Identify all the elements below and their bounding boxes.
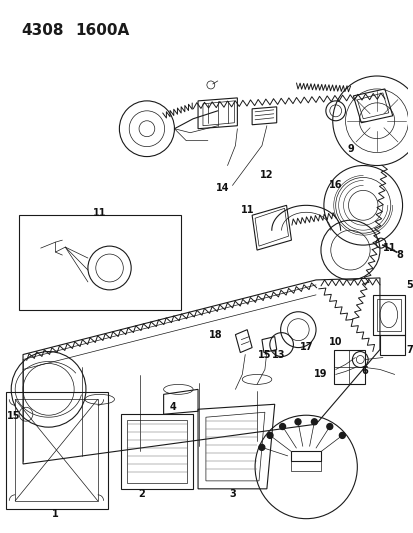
Text: 18: 18 xyxy=(209,329,222,340)
Circle shape xyxy=(339,432,344,438)
Text: 17: 17 xyxy=(299,342,312,352)
Circle shape xyxy=(294,419,300,425)
Circle shape xyxy=(266,432,272,438)
Text: 4308: 4308 xyxy=(21,23,64,38)
Text: 3: 3 xyxy=(228,489,235,499)
Text: 16: 16 xyxy=(328,181,342,190)
Text: 2: 2 xyxy=(138,489,145,499)
Text: 13: 13 xyxy=(271,350,285,360)
Text: 12: 12 xyxy=(259,171,273,181)
Text: 9: 9 xyxy=(346,143,353,154)
Text: 15: 15 xyxy=(7,411,20,421)
Text: 15: 15 xyxy=(258,350,271,360)
Text: 14: 14 xyxy=(215,183,229,193)
Text: 5: 5 xyxy=(405,280,412,290)
Text: 6: 6 xyxy=(361,367,368,376)
Text: 8: 8 xyxy=(395,250,402,260)
Text: 1600A: 1600A xyxy=(75,23,129,38)
Text: 1: 1 xyxy=(52,508,59,519)
Circle shape xyxy=(311,419,317,425)
Text: 19: 19 xyxy=(313,369,327,379)
Text: 11: 11 xyxy=(93,208,106,219)
Circle shape xyxy=(258,445,264,450)
Text: 10: 10 xyxy=(328,337,342,346)
Text: 7: 7 xyxy=(405,344,412,354)
Circle shape xyxy=(326,424,332,430)
Text: 11: 11 xyxy=(240,205,253,215)
Text: 11: 11 xyxy=(382,243,396,253)
Text: 4: 4 xyxy=(170,402,176,412)
Circle shape xyxy=(279,424,285,430)
